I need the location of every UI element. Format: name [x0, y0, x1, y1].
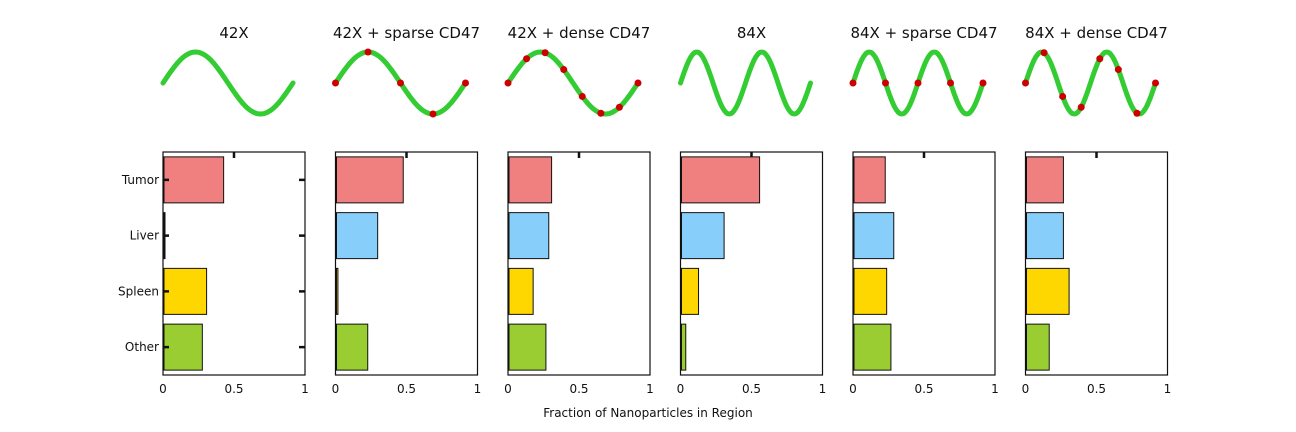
cd47-marker-icon: [332, 79, 339, 87]
cd47-marker-icon: [504, 79, 512, 87]
category-label: Spleen: [118, 284, 159, 298]
x-tick-label: 0: [159, 382, 167, 396]
x-tick-label: 0: [504, 382, 512, 396]
bar-other: [681, 323, 687, 371]
bar-other: [336, 323, 369, 371]
cd47-marker-icon: [979, 79, 987, 87]
bar-tumor: [1026, 156, 1064, 204]
x-tick-label: 0.5: [397, 382, 416, 396]
bar-liver: [853, 212, 895, 260]
bar-spleen: [163, 267, 208, 315]
cd47-marker-icon: [364, 48, 372, 56]
cd47-marker-icon: [1059, 92, 1067, 100]
panel-title: 84X: [737, 24, 766, 42]
bar-spleen: [508, 267, 534, 315]
panel-title: 42X + dense CD47: [508, 24, 651, 42]
bar-other: [853, 323, 892, 371]
bar-spleen: [336, 267, 339, 315]
sine-wave-icon: [1023, 49, 1158, 117]
panel-title: 42X + sparse CD47: [333, 24, 480, 42]
cd47-marker-icon: [1022, 79, 1029, 87]
category-label: Tumor: [121, 173, 159, 187]
bar-liver: [1026, 212, 1064, 260]
cd47-marker-icon: [523, 55, 531, 63]
cd47-marker-icon: [397, 79, 404, 87]
bar-other: [163, 323, 203, 371]
bar-tumor: [163, 156, 225, 204]
cd47-marker-icon: [882, 79, 889, 87]
cd47-marker-icon: [1152, 79, 1159, 87]
cd47-marker-icon: [1133, 109, 1141, 117]
x-tick-label: 0: [677, 382, 685, 396]
sine-wave-icon: [505, 49, 641, 117]
x-tick-label: 0.5: [1087, 382, 1106, 396]
bar-spleen: [681, 267, 700, 315]
category-label: Other: [125, 340, 159, 354]
bar-spleen: [1026, 267, 1070, 315]
cd47-marker-icon: [560, 66, 568, 74]
x-tick-label: 1: [819, 382, 827, 396]
x-tick-label: 0.5: [224, 382, 243, 396]
cd47-marker-icon: [541, 49, 549, 57]
cd47-marker-icon: [462, 79, 469, 87]
panel-title: 84X + sparse CD47: [850, 24, 997, 42]
panel: 42X + dense CD47 0 0.5 1: [504, 24, 654, 396]
cd47-marker-icon: [914, 79, 922, 87]
bar-liver: [681, 212, 725, 260]
x-tick-label: 0: [1022, 382, 1030, 396]
bar-liver: [508, 212, 550, 260]
cd47-marker-icon: [1077, 103, 1085, 111]
sine-wave-icon: [678, 49, 813, 117]
bar-tumor: [681, 156, 761, 204]
panel: 84X + dense CD47 0 0.5 1: [1022, 24, 1172, 396]
bar-other: [508, 323, 547, 371]
cd47-marker-icon: [849, 79, 857, 87]
x-tick-label: 0.5: [742, 382, 761, 396]
bar-tumor: [853, 156, 886, 204]
cd47-marker-icon: [947, 79, 954, 87]
x-tick-label: 0: [849, 382, 857, 396]
panel: 42X Tumor Liver Spleen Other 0 0.5 1: [118, 24, 309, 396]
cd47-marker-icon: [429, 110, 437, 118]
sine-wave-icon: [160, 49, 296, 117]
x-tick-label: 1: [474, 382, 482, 396]
panel: 42X + sparse CD47 0 0.5 1: [332, 24, 482, 396]
cd47-marker-icon: [578, 92, 586, 100]
x-tick-label: 1: [991, 382, 999, 396]
category-label: Liver: [130, 229, 160, 243]
bar-liver: [336, 212, 379, 260]
panel: 84X 0 0.5 1: [677, 24, 827, 396]
x-tick-label: 0.5: [914, 382, 933, 396]
bar-other: [1026, 323, 1050, 371]
bar-tumor: [508, 156, 553, 204]
x-tick-label: 1: [301, 382, 309, 396]
cd47-marker-icon: [1114, 66, 1122, 74]
x-tick-label: 0: [332, 382, 340, 396]
bar-tumor: [336, 156, 404, 204]
x-tick-label: 1: [646, 382, 654, 396]
x-axis-label: Fraction of Nanoparticles in Region: [543, 406, 753, 420]
cd47-marker-icon: [1040, 49, 1048, 57]
cd47-marker-icon: [597, 109, 605, 117]
bar-spleen: [853, 267, 888, 315]
cd47-marker-icon: [634, 79, 642, 87]
cd47-marker-icon: [615, 103, 623, 111]
panel-title: 42X: [219, 24, 248, 42]
panel: 84X + sparse CD47 0 0.5 1: [849, 24, 999, 396]
cd47-marker-icon: [1096, 55, 1104, 63]
x-tick-label: 0.5: [569, 382, 588, 396]
panel-title: 84X + dense CD47: [1025, 24, 1168, 42]
x-tick-label: 1: [1164, 382, 1172, 396]
